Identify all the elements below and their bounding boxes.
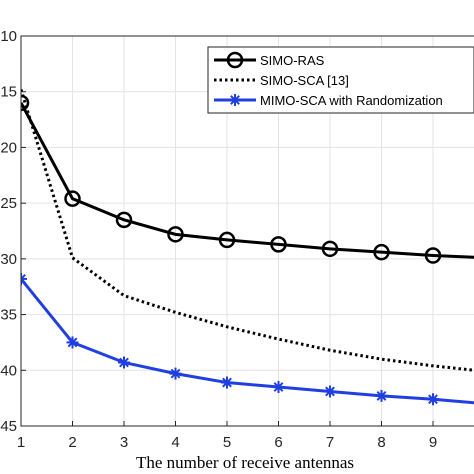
y-tick-label: 10 — [0, 28, 17, 45]
x-tick-label: 7 — [326, 434, 334, 451]
series-3 — [21, 272, 474, 406]
y-tick-label: 15 — [0, 84, 17, 101]
y-tick-label: 25 — [0, 195, 17, 212]
data-point — [427, 393, 439, 406]
data-point — [21, 94, 30, 112]
x-tick-label: 2 — [68, 434, 76, 451]
legend-marker — [229, 94, 241, 106]
series-1 — [21, 94, 474, 264]
x-tick-label: 8 — [377, 434, 385, 451]
plot-frame — [20, 35, 474, 427]
series-2 — [21, 89, 474, 372]
data-point — [321, 240, 339, 258]
data-point — [272, 381, 285, 393]
series-line — [21, 89, 474, 372]
data-point — [64, 190, 81, 207]
y-tick-label: 35 — [0, 307, 17, 324]
data-point — [270, 236, 287, 253]
x-axis-label: The number of receive antennas — [136, 453, 354, 472]
x-tick-label: 6 — [274, 434, 282, 451]
series-layer — [21, 89, 474, 406]
legend-item: SIMO-SCA [13] — [214, 73, 349, 88]
legend-item: MIMO-SCA with Randomization — [214, 93, 443, 108]
y-tick-label: 40 — [0, 362, 17, 379]
legend-item: SIMO-RAS — [214, 51, 325, 69]
data-point — [324, 385, 336, 398]
legend: SIMO-RAS SIMO-SCA [13] MIMO-SCA with Rando… — [207, 46, 474, 114]
x-tick-label: 4 — [171, 434, 179, 451]
data-point — [373, 243, 390, 261]
series-line — [21, 277, 474, 405]
x-tick-label: 1 — [17, 434, 25, 451]
data-point — [66, 336, 79, 349]
x-tick-label: 3 — [120, 434, 128, 451]
data-point — [115, 211, 133, 229]
x-tick-label: 5 — [223, 434, 231, 451]
legend-label: MIMO-SCA with Randomization — [260, 93, 443, 108]
y-tick-label: 45 — [0, 418, 17, 435]
series-line — [21, 102, 474, 259]
x-tick-label: 9 — [429, 434, 437, 451]
legend-marker — [226, 51, 244, 69]
data-point — [218, 231, 236, 249]
y-tick-label: 30 — [0, 251, 17, 268]
legend-box — [207, 46, 474, 114]
data-point — [169, 367, 182, 380]
data-point — [118, 356, 130, 369]
data-point — [424, 247, 442, 264]
data-point — [167, 226, 184, 243]
y-tick-label: 20 — [0, 139, 17, 156]
data-point — [221, 376, 233, 389]
legend-label: SIMO-RAS — [260, 53, 325, 68]
legend-label: SIMO-SCA [13] — [260, 73, 349, 88]
data-point — [375, 389, 388, 402]
data-point — [21, 272, 27, 285]
